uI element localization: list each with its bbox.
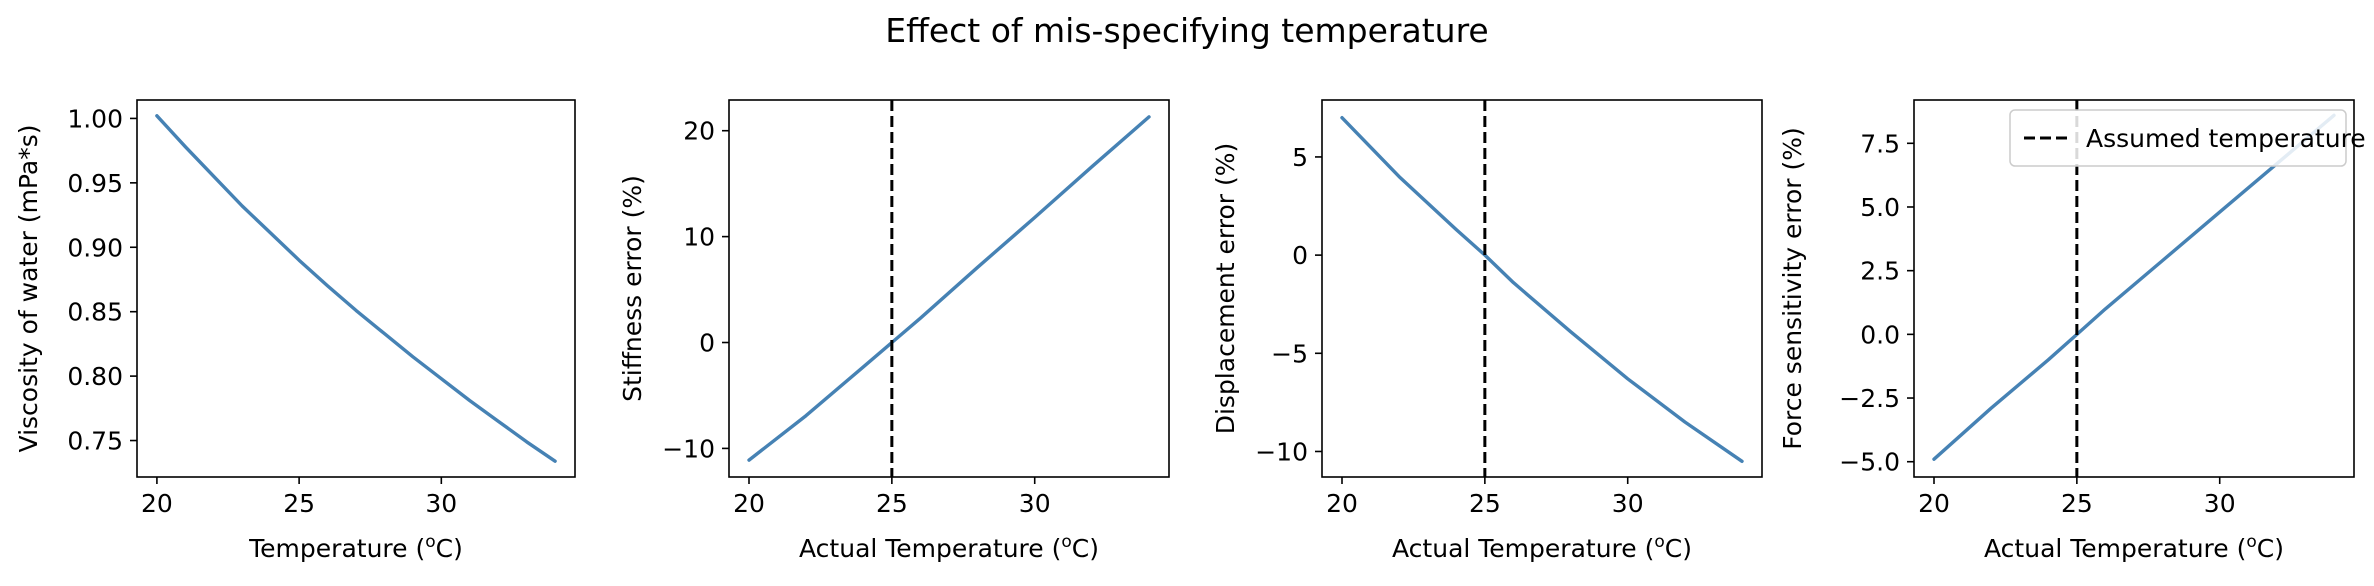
y-tick-label: −5 [1271,339,1308,368]
y-tick-label: 0.85 [67,298,123,327]
y-axis-label: Viscosity of water (mPa*s) [14,125,43,453]
y-tick-label: 0.90 [67,233,123,262]
x-tick-label: 30 [1612,489,1644,518]
legend-box [2009,109,2347,167]
plot-frame [728,99,1170,478]
x-axis-label-superscript: o [425,532,435,552]
series-line-1 [155,114,557,463]
y-tick-label: 1.00 [67,104,123,133]
x-tick-label: 20 [141,489,173,518]
y-tick-label: −2.5 [1839,384,1900,413]
x-tick-label: 25 [2061,489,2093,518]
y-tick-label: 0.80 [67,362,123,391]
y-tick-label: 0.75 [67,427,123,456]
x-axis-label-text: Actual Temperature ( [1392,534,1654,563]
figure-title: Effect of mis-specifying temperature [885,11,1488,50]
subplot-4: 20 25 30 −5.0 −2.5 0.0 2.5 5.0 7.5 Actual Tempera… [1778,99,2366,563]
y-tick-label: 0.95 [67,169,123,198]
subplot-3: 20 25 30 −10 −5 0 5 Actual Temperature (oC) Disp… [1211,99,1763,563]
x-tick-label: 30 [1019,489,1051,518]
subplot-1: 20 25 30 0.75 0.80 0.85 0.90 0.95 1.00 Temperatur… [14,99,576,563]
y-tick-label: 10 [683,223,715,252]
y-tick-label: 0.0 [1860,320,1900,349]
x-tick-label: 25 [1469,489,1501,518]
x-axis-label-tail: C) [1665,534,1692,563]
y-tick-label: −10 [662,434,715,463]
series-line-1 [1932,113,2336,461]
x-tick-label: 30 [2204,489,2236,518]
y-tick-label: 20 [683,117,715,146]
y-tick-label: −10 [1255,437,1308,466]
x-axis-label: Temperature (oC) [248,532,463,563]
y-tick-label: 7.5 [1860,129,1900,158]
x-tick-label: 25 [876,489,908,518]
x-tick-label: 20 [733,489,765,518]
series-line-1 [1340,115,1744,463]
y-tick-label: 5.0 [1860,193,1900,222]
subplot-2: 20 25 30 −10 0 10 20 Actual Temperature (oC) Sti… [618,99,1170,563]
legend: Assumed temperature [2009,109,2366,167]
y-axis-label: Force sensitivity error (%) [1778,127,1807,450]
plot-frame [1321,99,1763,478]
x-axis-label-tail: C) [436,534,463,563]
series-line-1 [747,115,1151,462]
x-tick-label: 25 [283,489,315,518]
legend-label: Assumed temperature [2086,124,2366,153]
y-tick-label: 5 [1292,143,1308,172]
y-tick-label: 2.5 [1860,257,1900,286]
y-tick-label: −5.0 [1839,448,1900,477]
x-axis-label-superscript: o [1654,532,1664,552]
x-tick-label: 30 [425,489,457,518]
x-axis-label-text: Actual Temperature ( [799,534,1061,563]
x-axis-label-tail: C) [2257,534,2284,563]
x-axis-label: Actual Temperature (oC) [1392,532,1692,563]
panels: 20 25 30 0.75 0.80 0.85 0.90 0.95 1.00 Temperatur… [14,99,2366,563]
plot-frame [136,99,576,478]
y-axis-label: Stiffness error (%) [618,175,647,402]
x-axis-label-text: Actual Temperature ( [1984,534,2246,563]
x-axis-label-tail: C) [1072,534,1099,563]
x-axis-label-superscript: o [2246,532,2256,552]
x-tick-label: 20 [1918,489,1950,518]
x-axis-label-text: Temperature ( [248,534,425,563]
plot-frame [1913,99,2355,478]
x-axis-label: Actual Temperature (oC) [799,532,1099,563]
y-tick-label: 0 [1292,241,1308,270]
x-tick-label: 20 [1326,489,1358,518]
y-axis-label: Displacement error (%) [1211,143,1240,435]
y-tick-label: 0 [699,329,715,358]
x-axis-label-superscript: o [1061,532,1071,552]
x-axis-label: Actual Temperature (oC) [1984,532,2284,563]
